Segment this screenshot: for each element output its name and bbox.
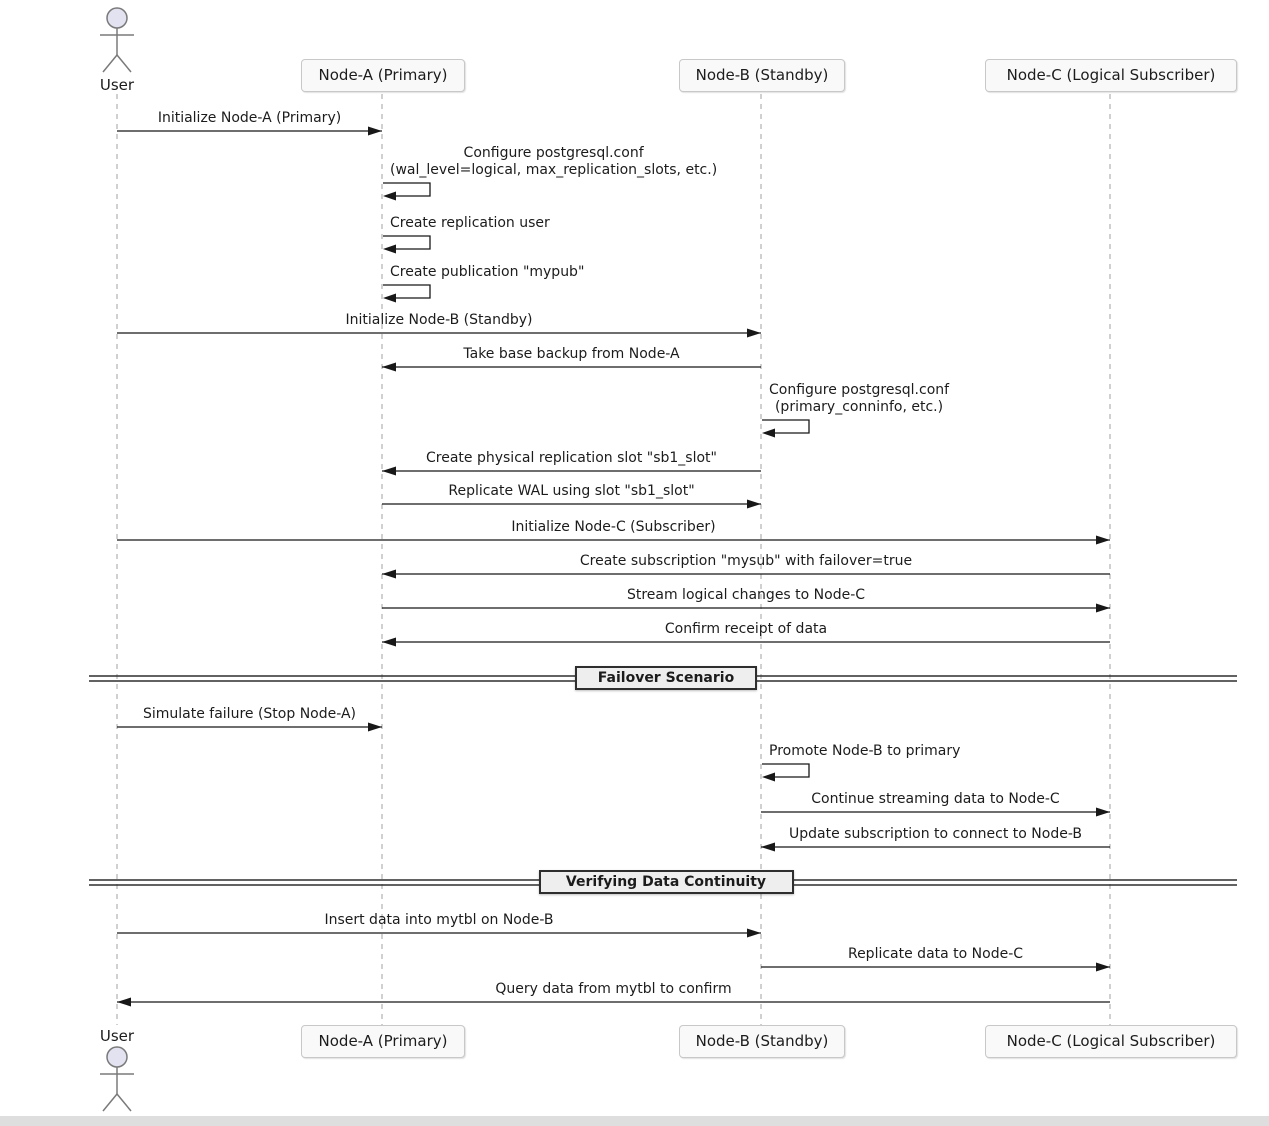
message-label-0: Initialize Node-A (Primary) <box>157 110 342 126</box>
arrowhead-icon-0 <box>368 126 382 136</box>
arrowhead-icon-19 <box>117 997 131 1007</box>
participant-bottom-node-a: Node-A (Primary) <box>301 1025 465 1058</box>
arrowhead-icon-11 <box>1096 603 1110 613</box>
message-label-18: Replicate data to Node-C <box>847 946 1024 962</box>
arrowhead-icon-17 <box>747 928 761 938</box>
arrowhead-icon-7 <box>382 466 396 476</box>
participant-top-node-a: Node-A (Primary) <box>301 59 465 92</box>
actor-figure-bottom-user-leg-left <box>102 1093 118 1112</box>
arrowhead-icon-9 <box>1096 535 1110 545</box>
participant-top-node-b: Node-B (Standby) <box>679 59 845 92</box>
message-label-10: Create subscription "mysub" with failove… <box>579 553 913 569</box>
message-label-9: Initialize Node-C (Subscriber) <box>511 519 716 535</box>
message-label-5: Take base backup from Node-A <box>463 346 680 362</box>
arrowhead-icon-1 <box>383 191 396 201</box>
arrowhead-icon-18 <box>1096 962 1110 972</box>
message-label-11: Stream logical changes to Node-C <box>626 587 866 603</box>
arrowhead-icon-3 <box>383 293 396 303</box>
message-label-line: (primary_conninfo, etc.) <box>774 399 944 415</box>
message-label-14: Promote Node-B to primary <box>769 743 960 760</box>
message-label-16: Update subscription to connect to Node-B <box>789 826 1082 842</box>
arrowhead-icon-12 <box>382 637 396 647</box>
self-message-loop-6 <box>762 419 810 434</box>
message-label-7: Create physical replication slot "sb1_sl… <box>426 450 717 466</box>
actor-label-bottom-user: User <box>99 1027 135 1045</box>
message-label-4: Initialize Node-B (Standby) <box>345 312 533 328</box>
divider-label-0: Failover Scenario <box>575 666 757 690</box>
message-label-line: (wal_level=logical, max_replication_slot… <box>390 162 718 178</box>
arrowhead-icon-8 <box>747 499 761 509</box>
actor-figure-top-user-leg-left <box>102 54 118 73</box>
message-label-15: Continue streaming data to Node-C <box>811 791 1060 807</box>
self-message-loop-2 <box>383 235 431 250</box>
message-label-3: Create publication "mypub" <box>390 264 584 281</box>
arrowhead-icon-16 <box>761 842 775 852</box>
arrowhead-icon-4 <box>747 328 761 338</box>
participant-bottom-node-c: Node-C (Logical Subscriber) <box>985 1025 1237 1058</box>
message-label-19: Query data from mytbl to confirm <box>495 981 732 997</box>
bottom-edge-strip <box>0 1116 1269 1126</box>
divider-label-1: Verifying Data Continuity <box>538 870 794 894</box>
arrowhead-icon-5 <box>382 362 396 372</box>
message-label-1: Configure postgresql.conf (wal_level=logi… <box>390 145 717 179</box>
arrowhead-icon-15 <box>1096 807 1110 817</box>
self-message-loop-14 <box>762 763 810 778</box>
actor-figure-bottom-user-leg-right <box>116 1093 132 1112</box>
actor-figure-top-user-leg-right <box>116 54 132 73</box>
message-label-line: Create replication user <box>390 215 550 231</box>
message-label-8: Replicate WAL using slot "sb1_slot" <box>448 483 695 499</box>
arrowhead-icon-6 <box>762 428 775 438</box>
arrowhead-icon-2 <box>383 244 396 254</box>
arrowhead-icon-13 <box>368 722 382 732</box>
actor-label-top-user: User <box>99 76 135 94</box>
message-label-12: Confirm receipt of data <box>664 621 828 637</box>
participant-bottom-node-b: Node-B (Standby) <box>679 1025 845 1058</box>
message-label-line: Configure postgresql.conf <box>769 382 950 398</box>
participant-top-node-c: Node-C (Logical Subscriber) <box>985 59 1237 92</box>
message-label-13: Simulate failure (Stop Node-A) <box>142 706 357 722</box>
arrowhead-icon-14 <box>762 772 775 782</box>
message-label-line: Promote Node-B to primary <box>769 743 961 759</box>
arrowhead-icon-10 <box>382 569 396 579</box>
self-message-loop-3 <box>383 284 431 299</box>
message-label-2: Create replication user <box>390 215 550 232</box>
message-label-line: Create publication "mypub" <box>390 264 585 280</box>
message-label-6: Configure postgresql.conf (primary_connin… <box>769 382 949 416</box>
message-label-line: Configure postgresql.conf <box>463 145 644 161</box>
self-message-loop-1 <box>383 182 431 197</box>
message-label-17: Insert data into mytbl on Node-B <box>324 912 554 928</box>
